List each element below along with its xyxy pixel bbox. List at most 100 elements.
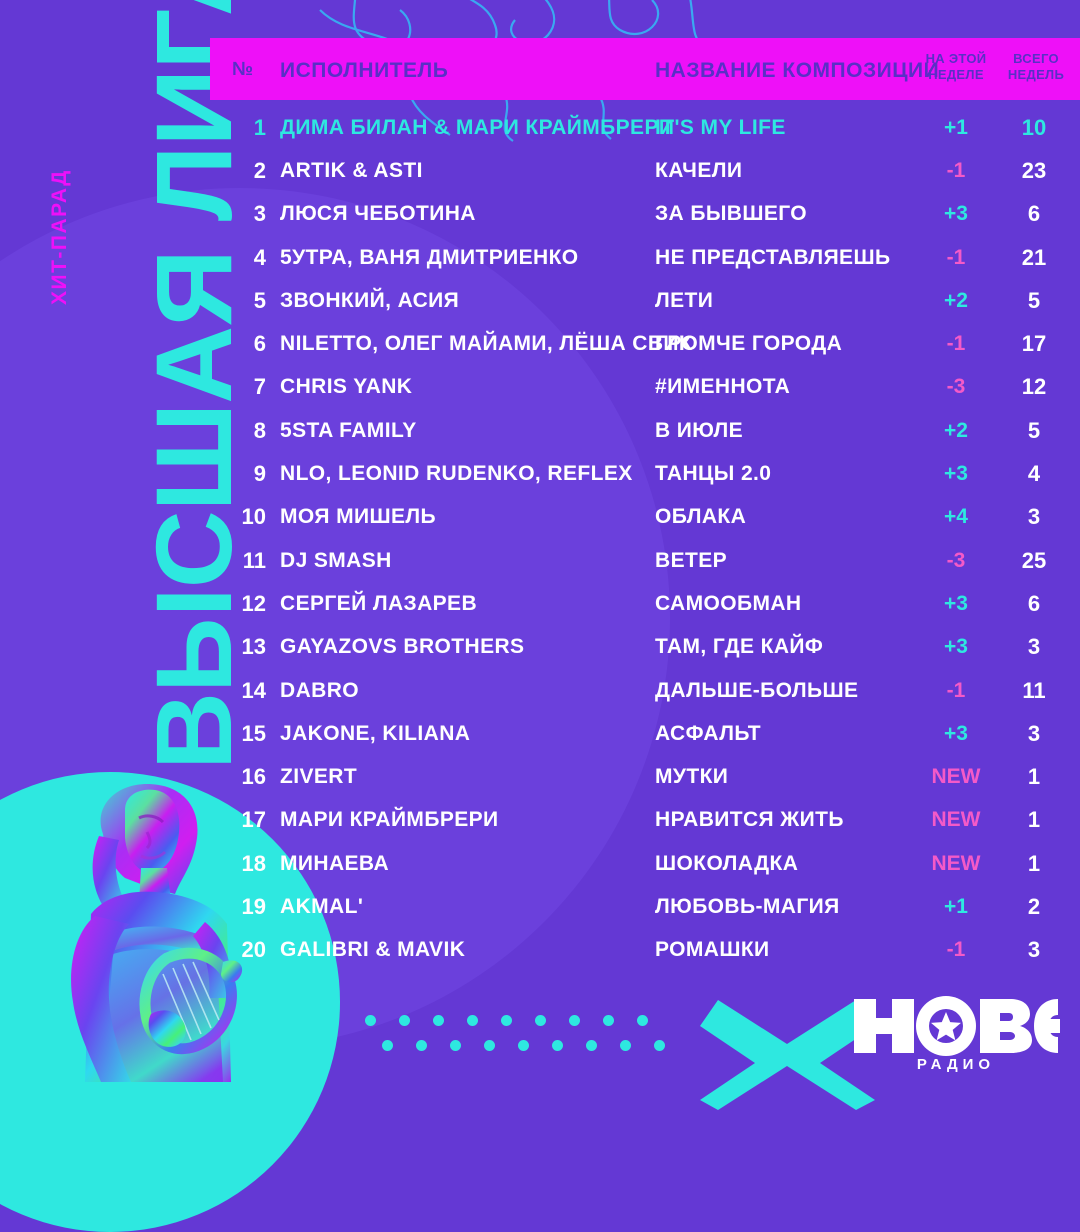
dot: [450, 1040, 461, 1051]
table-row[interactable]: 4 5УТРА, ВАНЯ ДМИТРИЕНКО НЕ ПРЕДСТАВЛЯЕШЬ -…: [210, 236, 1080, 279]
table-row[interactable]: 9 NLO, LEONID RUDENKO, REFLEX ТАНЦЫ 2.0 +3 4: [210, 452, 1080, 495]
row-rank: 4: [253, 244, 266, 270]
row-artist: МОЯ МИШЕЛЬ: [280, 505, 437, 529]
row-track-title: ДАЛЬШЕ-БОЛЬШЕ: [655, 678, 859, 702]
table-body: 1 ДИМА БИЛАН & МАРИ КРАЙМБРЕРИ IT'S MY LIF…: [210, 100, 1080, 972]
dot: [620, 1040, 631, 1051]
row-change: +2: [944, 418, 968, 442]
chart-table: № ИСПОЛНИТЕЛЬ НАЗВАНИЕ КОМПОЗИЦИИ НА ЭТО…: [210, 38, 1080, 972]
row-track-title: ШОКОЛАДКА: [655, 851, 799, 875]
row-track-title: ВЕТЕР: [655, 548, 728, 572]
page-kicker: ХИТ-ПАРАД: [48, 169, 71, 305]
row-rank: 1: [253, 114, 266, 140]
dot: [569, 1015, 580, 1026]
table-row[interactable]: 16 ZIVERT МУТКИ NEW 1: [210, 755, 1080, 798]
row-track-title: IT'S MY LIFE: [655, 115, 786, 139]
table-row[interactable]: 14 DABRO ДАЛЬШЕ-БОЛЬШЕ -1 11: [210, 669, 1080, 712]
table-row[interactable]: 7 CHRIS YANK #ИМЕННОТА -3 12: [210, 366, 1080, 409]
dot: [416, 1040, 427, 1051]
row-artist: JAKONE, KILIANA: [280, 721, 471, 745]
row-rank: 8: [253, 417, 266, 443]
dot: [365, 1015, 376, 1026]
row-rank: 12: [241, 590, 266, 616]
row-track-title: ОБЛАКА: [655, 505, 747, 529]
row-rank: 11: [242, 547, 266, 573]
table-row[interactable]: 18 МИНАЕВА ШОКОЛАДКА NEW 1: [210, 842, 1080, 885]
dot: [484, 1040, 495, 1051]
table-row[interactable]: 19 AKMAL' ЛЮБОВЬ-МАГИЯ +1 2: [210, 885, 1080, 928]
row-rank: 6: [253, 331, 266, 357]
row-artist: GAYAZOVS BROTHERS: [280, 635, 525, 659]
row-change: +1: [944, 894, 968, 918]
row-change: -1: [946, 678, 966, 702]
dot-row-top: [365, 1015, 665, 1026]
row-total-weeks: 1: [1027, 764, 1041, 790]
table-row[interactable]: 15 JAKONE, KILIANA АСФАЛЬТ +3 3: [210, 712, 1080, 755]
row-artist: ДИМА БИЛАН & МАРИ КРАЙМБРЕРИ: [280, 115, 675, 139]
row-total-weeks: 11: [1022, 677, 1046, 703]
row-track-title: МУТКИ: [655, 765, 729, 789]
table-row[interactable]: 5 ЗВОНКИЙ, АСИЯ ЛЕТИ +2 5: [210, 279, 1080, 322]
dot: [637, 1015, 648, 1026]
row-artist: МИНАЕВА: [280, 851, 390, 875]
table-row[interactable]: 6 NILETTO, ОЛЕГ МАЙАМИ, ЛЁША СВИК ГРОМЧЕ Г…: [210, 322, 1080, 365]
total-weeks-line-2: НЕДЕЛЬ: [1007, 66, 1065, 82]
table-row[interactable]: 12 СЕРГЕЙ ЛАЗАРЕВ САМООБМАН +3 6: [210, 582, 1080, 625]
row-rank: 3: [253, 201, 266, 227]
row-total-weeks: 5: [1027, 417, 1041, 443]
row-total-weeks: 3: [1027, 937, 1041, 963]
row-change: -3: [946, 375, 966, 399]
row-change: +3: [944, 591, 968, 615]
row-track-title: КАЧЕЛИ: [655, 158, 743, 182]
dot: [382, 1040, 393, 1051]
row-rank: 10: [241, 504, 266, 530]
table-row[interactable]: 20 GALIBRI & MAVIK РОМАШКИ -1 3: [210, 929, 1080, 972]
table-row[interactable]: 13 GAYAZOVS BROTHERS ТАМ, ГДЕ КАЙФ +3 3: [210, 626, 1080, 669]
row-rank: 2: [253, 157, 266, 183]
row-track-title: #ИМЕННОТА: [655, 375, 791, 399]
row-artist: NLO, LEONID RUDENKO, REFLEX: [280, 462, 633, 486]
dot: [467, 1015, 478, 1026]
row-total-weeks: 5: [1027, 287, 1041, 313]
row-rank: 19: [241, 893, 266, 919]
row-change: +3: [944, 635, 968, 659]
dot: [518, 1040, 529, 1051]
row-artist: ЛЮСЯ ЧЕБОТИНА: [280, 202, 476, 226]
row-artist: 5УТРА, ВАНЯ ДМИТРИЕНКО: [280, 245, 579, 269]
row-track-title: ГРОМЧЕ ГОРОДА: [655, 332, 843, 356]
table-row[interactable]: 11 DJ SMASH ВЕТЕР -3 25: [210, 539, 1080, 582]
row-artist: ЗВОНКИЙ, АСИЯ: [280, 288, 460, 312]
row-track-title: РОМАШКИ: [655, 938, 770, 962]
total-weeks-line-1: ВСЕГО: [1013, 51, 1059, 66]
table-row[interactable]: 8 5STA FAMILY В ИЮЛЕ +2 5: [210, 409, 1080, 452]
row-artist: AKMAL': [280, 894, 364, 918]
row-total-weeks: 10: [1021, 114, 1047, 140]
table-row[interactable]: 2 ARTIK & ASTI КАЧЕЛИ -1 23: [210, 149, 1080, 192]
row-change: +4: [944, 505, 968, 529]
row-track-title: ТАМ, ГДЕ КАЙФ: [655, 635, 824, 659]
row-change: -1: [946, 938, 966, 962]
row-track-title: АСФАЛЬТ: [655, 721, 761, 745]
table-row[interactable]: 1 ДИМА БИЛАН & МАРИ КРАЙМБРЕРИ IT'S MY LIF…: [210, 106, 1080, 149]
row-artist: СЕРГЕЙ ЛАЗАРЕВ: [280, 591, 478, 615]
table-row[interactable]: 3 ЛЮСЯ ЧЕБОТИНА ЗА БЫВШЕГО +3 6: [210, 193, 1080, 236]
table-row[interactable]: 17 МАРИ КРАЙМБРЕРИ НРАВИТСЯ ЖИТЬ NEW 1: [210, 799, 1080, 842]
row-total-weeks: 6: [1027, 590, 1041, 616]
row-change: -1: [946, 245, 966, 269]
row-artist: ARTIK & ASTI: [280, 158, 423, 182]
row-total-weeks: 3: [1027, 504, 1041, 530]
row-change: +3: [944, 202, 968, 226]
row-rank: 16: [241, 764, 266, 790]
row-change: NEW: [931, 765, 981, 789]
row-total-weeks: 3: [1027, 634, 1041, 660]
dot: [586, 1040, 597, 1051]
row-total-weeks: 6: [1027, 201, 1041, 227]
table-row[interactable]: 10 МОЯ МИШЕЛЬ ОБЛАКА +4 3: [210, 496, 1080, 539]
row-total-weeks: 17: [1021, 331, 1047, 357]
table-header-row: № ИСПОЛНИТЕЛЬ НАЗВАНИЕ КОМПОЗИЦИИ НА ЭТО…: [210, 38, 1080, 100]
column-header-title: НАЗВАНИЕ КОМПОЗИЦИИ: [655, 59, 940, 82]
row-change: -1: [946, 158, 966, 182]
novoe-radio-logo: [854, 996, 1060, 1056]
row-rank: 15: [241, 720, 266, 746]
column-header-artist: ИСПОЛНИТЕЛЬ: [280, 59, 449, 82]
